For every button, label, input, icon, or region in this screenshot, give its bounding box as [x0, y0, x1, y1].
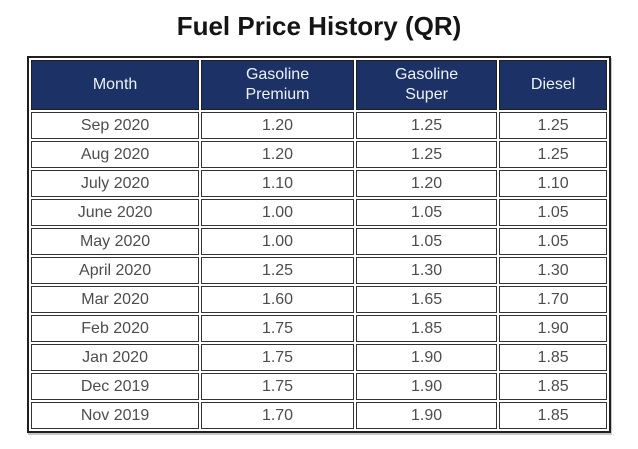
value-cell: 1.30 — [499, 257, 607, 284]
value-cell: 1.85 — [499, 402, 607, 429]
table-row: June 2020 1.00 1.05 1.05 — [31, 199, 607, 226]
month-cell: Sep 2020 — [31, 112, 200, 139]
table-row: Nov 2019 1.70 1.90 1.85 — [31, 402, 607, 429]
value-cell: 1.20 — [201, 141, 354, 168]
fuel-price-table: Month Gasoline Premium Gasoline Super Di… — [27, 56, 611, 433]
month-cell: Dec 2019 — [31, 373, 200, 400]
value-cell: 1.85 — [355, 315, 498, 342]
table-body: Sep 2020 1.20 1.25 1.25 Aug 2020 1.20 1.25 1.25… — [31, 112, 607, 429]
value-cell: 1.70 — [201, 402, 354, 429]
value-cell: 1.30 — [355, 257, 498, 284]
value-cell: 1.20 — [355, 170, 498, 197]
month-cell: Jan 2020 — [31, 344, 200, 371]
col-header-month-label: Month — [92, 76, 138, 93]
col-header-month: Month — [31, 60, 200, 110]
table-row: Sep 2020 1.20 1.25 1.25 — [31, 112, 607, 139]
value-cell: 1.00 — [201, 199, 354, 226]
value-cell: 1.05 — [499, 228, 607, 255]
value-cell: 1.25 — [499, 112, 607, 139]
col-header-gasoline-premium: Gasoline Premium — [201, 60, 354, 110]
col-header-gasoline-premium-label: Gasoline — [245, 66, 310, 83]
col-header-gasoline-super-label: Gasoline — [394, 66, 459, 83]
page-title: Fuel Price History (QR) — [176, 11, 462, 41]
table-row: Jan 2020 1.75 1.90 1.85 — [31, 344, 607, 371]
value-cell: 1.10 — [499, 170, 607, 197]
col-header-diesel-label: Diesel — [530, 76, 576, 93]
value-cell: 1.90 — [355, 373, 498, 400]
value-cell: 1.70 — [499, 286, 607, 313]
value-cell: 1.90 — [355, 344, 498, 371]
value-cell: 1.25 — [499, 141, 607, 168]
value-cell: 1.05 — [499, 199, 607, 226]
value-cell: 1.65 — [355, 286, 498, 313]
table-row: Mar 2020 1.60 1.65 1.70 — [31, 286, 607, 313]
value-cell: 1.00 — [201, 228, 354, 255]
value-cell: 1.90 — [355, 402, 498, 429]
month-cell: July 2020 — [31, 170, 200, 197]
value-cell: 1.75 — [201, 373, 354, 400]
value-cell: 1.10 — [201, 170, 354, 197]
month-cell: Mar 2020 — [31, 286, 200, 313]
value-cell: 1.90 — [499, 315, 607, 342]
value-cell: 1.75 — [201, 315, 354, 342]
table-row: May 2020 1.00 1.05 1.05 — [31, 228, 607, 255]
table-row: July 2020 1.10 1.20 1.10 — [31, 170, 607, 197]
month-cell: Nov 2019 — [31, 402, 200, 429]
col-header-diesel: Diesel — [499, 60, 607, 110]
col-header-gasoline-super: Gasoline Super — [355, 60, 498, 110]
month-cell: Aug 2020 — [31, 141, 200, 168]
value-cell: 1.05 — [355, 228, 498, 255]
table-row: Aug 2020 1.20 1.25 1.25 — [31, 141, 607, 168]
value-cell: 1.05 — [355, 199, 498, 226]
value-cell: 1.75 — [201, 344, 354, 371]
value-cell: 1.25 — [355, 141, 498, 168]
month-cell: June 2020 — [31, 199, 200, 226]
value-cell: 1.25 — [201, 257, 354, 284]
value-cell: 1.60 — [201, 286, 354, 313]
table-row: Feb 2020 1.75 1.85 1.90 — [31, 315, 607, 342]
value-cell: 1.20 — [201, 112, 354, 139]
value-cell: 1.85 — [499, 344, 607, 371]
header-row: Month Gasoline Premium Gasoline Super Di… — [31, 60, 607, 110]
table-row: Dec 2019 1.75 1.90 1.85 — [31, 373, 607, 400]
month-cell: May 2020 — [31, 228, 200, 255]
month-cell: Feb 2020 — [31, 315, 200, 342]
value-cell: 1.85 — [499, 373, 607, 400]
value-cell: 1.25 — [355, 112, 498, 139]
table-row: April 2020 1.25 1.30 1.30 — [31, 257, 607, 284]
month-cell: April 2020 — [31, 257, 200, 284]
